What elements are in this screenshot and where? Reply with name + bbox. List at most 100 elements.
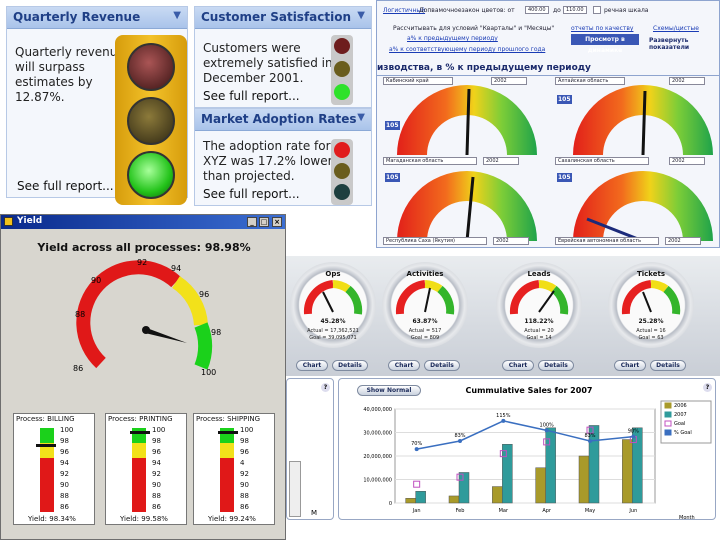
small-traffic-light-icon — [331, 35, 353, 105]
pct-point-label: 83% — [584, 433, 595, 439]
regional-gauges-svg — [397, 85, 713, 243]
process-tick: 92 — [152, 470, 161, 478]
gauge-red-arc — [76, 260, 181, 369]
region-gauge-3 — [397, 171, 537, 242]
pct-goal-point — [414, 447, 419, 452]
chevron-down-icon[interactable]: ▼ — [357, 10, 365, 21]
goal-marker — [586, 426, 594, 434]
kpi-details-button[interactable]: Details — [424, 360, 460, 371]
region-select-5[interactable]: Республика Саха (Якутия) — [383, 237, 487, 245]
prev-year-link[interactable]: a% к соответствующему периоду прошлого г… — [389, 46, 546, 53]
kpi-arc — [395, 280, 455, 315]
small-traffic-light-icon — [331, 139, 353, 205]
show-normal-button[interactable]: Show Normal — [357, 385, 421, 396]
kpi-gauge: Tickets 25.28% Actual = 16 Goal = 63 Cha… — [608, 262, 696, 374]
region-select-3[interactable]: Магаданская область — [383, 157, 477, 165]
process-bar-panel: Process: BILLING 100 98 96 94 92 90 88 86 Yield: … — [13, 413, 95, 525]
kpi-chart-button[interactable]: Chart — [388, 360, 420, 371]
goal-marker — [543, 438, 551, 446]
year-select-5[interactable]: 2002 — [493, 237, 529, 245]
process-tick: 88 — [60, 492, 69, 500]
region-select-1[interactable]: Кабинский край — [383, 77, 453, 85]
pct-goal-line — [416, 420, 634, 450]
pct-point-label: 90% — [628, 429, 639, 435]
help-icon[interactable]: ? — [321, 383, 330, 392]
quality-reports-link[interactable]: отчеты по качеству — [571, 25, 634, 32]
minimize-button[interactable]: _ — [247, 217, 257, 227]
close-button[interactable]: × — [272, 217, 282, 227]
bar-2006 — [535, 467, 546, 504]
kpi-details-button[interactable]: Details — [332, 360, 368, 371]
y-tick-label: 20,000,000 — [363, 454, 392, 460]
kpi-chart-button[interactable]: Chart — [614, 360, 646, 371]
kpi-value: 45.28% — [320, 318, 346, 325]
chart-title: Cummulative Sales for 2007 — [466, 386, 593, 395]
yield-window-titlebar[interactable]: Yield _ □ × — [1, 215, 285, 229]
year-select-6[interactable]: 2002 — [665, 237, 701, 245]
quarterly-revenue-header[interactable]: Quarterly Revenue ▼ — [7, 7, 187, 29]
process-tick: 86 — [60, 503, 69, 511]
kpi-title: Activities — [406, 270, 444, 278]
chevron-down-icon[interactable]: ▼ — [357, 112, 365, 123]
pct-goal-point — [631, 434, 636, 439]
partial-axis-label: M — [311, 509, 318, 517]
year-select-2[interactable]: 2002 — [669, 77, 705, 85]
pct-goal-point — [458, 438, 462, 443]
adoption-full-report-link[interactable]: See full report... — [203, 187, 300, 201]
kpi-title: Ops — [325, 270, 341, 278]
bar-2006 — [405, 498, 416, 504]
threshold-from-input[interactable]: 400.00 — [525, 6, 549, 14]
legend-label: 2007 — [674, 412, 687, 418]
revenue-full-report-link[interactable]: See full report... — [17, 179, 114, 193]
yield-gauge-svg: 86 88 90 92 94 96 98 100 — [73, 258, 221, 377]
x-tick-label: Feb — [456, 508, 465, 514]
process-tick: 94 — [152, 459, 161, 467]
expand-indicators-link[interactable]: Развернуть показатели — [649, 37, 690, 51]
help-icon[interactable]: ? — [703, 383, 712, 392]
top-link[interactable]: Логистичный — [383, 7, 426, 14]
y-tick-label: 0 — [389, 501, 392, 507]
kpi-arc — [509, 280, 569, 315]
threshold-to-input[interactable]: 110.00 — [563, 6, 587, 14]
pct-goal-point — [544, 428, 549, 433]
view-dynamics-button[interactable]: Просмотр в динамике — [571, 34, 639, 54]
reverse-scale-checkbox[interactable] — [593, 6, 601, 14]
kpi-details-button[interactable]: Details — [538, 360, 574, 371]
gauge-green-arc — [194, 322, 213, 370]
kpi-chart-button[interactable]: Chart — [502, 360, 534, 371]
market-adoption-panel: Market Adoption Rates ▼ The adoption rat… — [194, 108, 372, 206]
kpi-actual: Actual = 517 — [408, 328, 442, 334]
kpi-details-button[interactable]: Details — [650, 360, 686, 371]
gauge-yellow-arc — [171, 276, 208, 326]
process-tick: 100 — [60, 426, 74, 434]
y-tick-label: 30,000,000 — [363, 431, 392, 437]
process-pointer — [218, 431, 238, 434]
process-tick: 94 — [60, 459, 69, 467]
satisfaction-full-report-link[interactable]: See full report... — [203, 89, 300, 103]
process-caption: Process: BILLING — [16, 415, 75, 423]
bar-2007 — [545, 427, 556, 504]
revenue-text: Quarterly revenue will surpass estimates… — [15, 45, 125, 104]
kpi-chart-button[interactable]: Chart — [296, 360, 328, 371]
prev-period-link[interactable]: a% к предыдущему периоду — [407, 35, 498, 42]
satisfaction-text: Customers were extremely satisfied in De… — [203, 41, 333, 85]
panel-title: Market Adoption Rates — [201, 112, 357, 126]
kpi-goal: Goal = 63 — [638, 335, 664, 341]
year-select-1[interactable]: 2002 — [491, 77, 527, 85]
bar-2006 — [622, 439, 633, 504]
maximize-button[interactable]: □ — [259, 217, 269, 227]
customer-satisfaction-header[interactable]: Customer Satisfaction ▼ — [195, 7, 371, 29]
region-select-4[interactable]: Сахалинская область — [555, 157, 649, 165]
region-select-6[interactable]: Еврейская автономная область — [555, 237, 659, 245]
market-adoption-header[interactable]: Market Adoption Rates ▼ — [195, 109, 371, 131]
region-select-2[interactable]: Алтайская область — [555, 77, 625, 85]
legend-label: Goal — [674, 421, 685, 427]
year-select-4[interactable]: 2002 — [669, 157, 705, 165]
schemes-link[interactable]: Схемы/цистые — [653, 25, 699, 32]
chevron-down-icon[interactable]: ▼ — [173, 10, 181, 21]
bar-2007 — [415, 491, 426, 504]
y-tick-label: 40,000,000 — [363, 407, 392, 413]
kpi-gauge: Leads 118.22% Actual = 20 Goal = 14 Char… — [496, 262, 584, 374]
year-select-3[interactable]: 2002 — [483, 157, 519, 165]
kpi-arc — [621, 280, 681, 315]
